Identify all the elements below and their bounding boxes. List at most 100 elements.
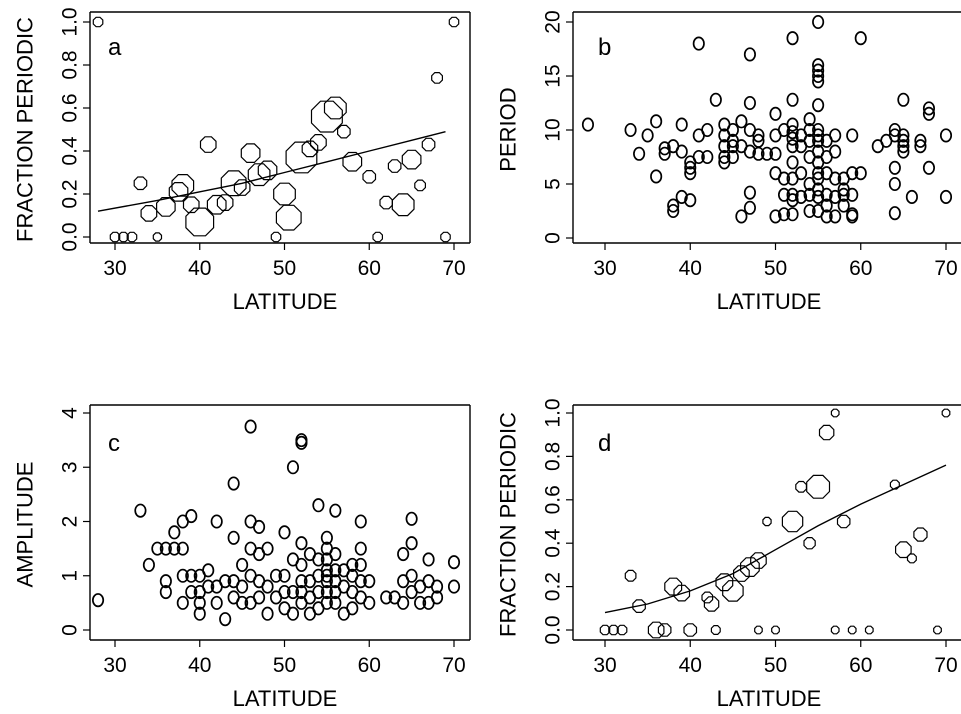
data-point xyxy=(185,509,198,524)
data-point xyxy=(329,595,342,610)
data-point xyxy=(168,541,181,556)
data-point xyxy=(786,193,799,208)
data-point xyxy=(286,606,300,621)
data-point xyxy=(624,122,637,138)
data-point xyxy=(140,205,158,222)
data-point xyxy=(795,166,808,181)
x-tick-label: 40 xyxy=(679,257,702,280)
data-point xyxy=(914,133,927,148)
data-point xyxy=(897,133,910,148)
data-point xyxy=(405,511,418,526)
y-tick-label: 0.6 xyxy=(59,93,82,122)
data-point xyxy=(829,144,842,159)
data-point xyxy=(837,187,850,202)
data-point xyxy=(405,568,418,583)
data-point xyxy=(210,514,223,529)
data-point xyxy=(735,209,748,224)
data-point xyxy=(732,565,750,582)
data-point xyxy=(803,112,816,127)
data-point xyxy=(286,584,300,600)
data-point xyxy=(447,579,461,594)
data-point xyxy=(812,122,825,138)
data-point xyxy=(735,114,748,129)
data-point xyxy=(220,170,247,197)
data-point xyxy=(846,128,859,143)
y-tick-label: 0.2 xyxy=(59,179,82,208)
data-point xyxy=(667,203,680,219)
data-point xyxy=(168,525,181,540)
data-point xyxy=(905,189,918,205)
y-tick-label: 0 xyxy=(59,624,82,636)
data-point xyxy=(329,503,342,518)
y-tick-label: 5 xyxy=(542,178,565,190)
data-point xyxy=(227,530,240,545)
y-tick-label: 20 xyxy=(542,10,565,33)
data-point xyxy=(227,476,240,491)
data-point xyxy=(323,96,347,120)
data-point xyxy=(346,601,359,616)
data-point xyxy=(599,624,611,636)
data-point xyxy=(312,584,325,600)
data-point xyxy=(664,577,683,596)
data-point xyxy=(202,563,215,578)
data-point xyxy=(447,555,461,570)
data-point xyxy=(781,510,804,533)
data-point xyxy=(939,189,953,205)
data-point xyxy=(760,146,774,161)
data-point xyxy=(820,187,833,202)
x-tick-label: 50 xyxy=(764,654,787,677)
data-point xyxy=(777,171,791,186)
data-point xyxy=(743,95,756,111)
data-point xyxy=(786,117,799,132)
data-point xyxy=(624,569,637,582)
y-tick-label: 0.0 xyxy=(59,222,82,251)
data-point xyxy=(253,590,266,605)
data-point xyxy=(176,568,189,583)
x-tick-label: 60 xyxy=(358,654,381,677)
data-point xyxy=(329,546,342,562)
data-point xyxy=(261,606,274,621)
y-tick-label: 0.0 xyxy=(542,615,565,644)
x-axis-label: LATITUDE xyxy=(233,289,338,314)
x-tick-label: 30 xyxy=(593,257,616,280)
data-point xyxy=(658,146,671,161)
data-point xyxy=(185,584,198,600)
data-point xyxy=(236,595,249,610)
data-point xyxy=(906,553,917,564)
data-point xyxy=(295,433,308,448)
data-point xyxy=(641,128,654,143)
data-point xyxy=(312,552,325,567)
data-point xyxy=(812,98,825,113)
data-point xyxy=(673,584,691,602)
x-tick-label: 70 xyxy=(934,654,957,677)
x-tick-label: 70 xyxy=(934,257,957,280)
data-point xyxy=(897,139,910,154)
data-point xyxy=(701,591,714,604)
data-point xyxy=(312,498,325,513)
data-point xyxy=(837,198,850,213)
data-point xyxy=(743,47,756,62)
data-point xyxy=(692,149,705,165)
data-point xyxy=(286,460,300,475)
data-point xyxy=(421,137,436,152)
data-point xyxy=(743,144,756,159)
data-point xyxy=(295,557,308,572)
data-point xyxy=(913,527,928,542)
data-point xyxy=(236,557,249,572)
data-point xyxy=(726,122,739,138)
data-point xyxy=(159,584,172,600)
data-point xyxy=(657,623,672,637)
data-point xyxy=(295,435,308,450)
data-point xyxy=(922,106,935,121)
data-point xyxy=(354,574,367,589)
data-point xyxy=(414,595,427,610)
data-point xyxy=(701,149,714,165)
data-point xyxy=(803,203,816,219)
data-point xyxy=(847,625,857,635)
data-point xyxy=(786,125,799,140)
data-point xyxy=(726,149,739,165)
data-point xyxy=(710,624,721,636)
y-tick-label: 2 xyxy=(59,516,82,528)
data-point xyxy=(247,163,271,187)
data-point xyxy=(650,169,663,184)
